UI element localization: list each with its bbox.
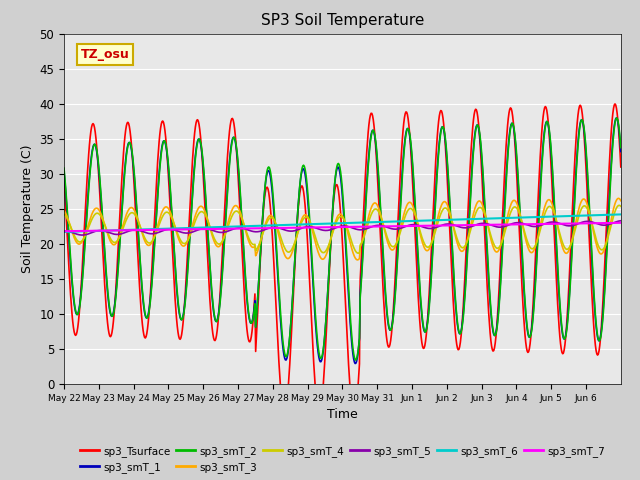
- X-axis label: Time: Time: [327, 408, 358, 421]
- sp3_smT_4: [276, 233, 284, 239]
- Legend: sp3_Tsurface, sp3_smT_1, sp3_smT_2, sp3_smT_3, sp3_smT_4, sp3_smT_5, sp3_smT_6, : sp3_Tsurface, sp3_smT_1, sp3_smT_2, sp3_…: [76, 442, 609, 477]
- sp3_smT_5: [60, 228, 68, 234]
- sp3_smT_5: [401, 224, 408, 230]
- sp3_smT_4: [354, 250, 362, 256]
- sp3_smT_6: [431, 217, 439, 223]
- sp3_smT_2: [612, 115, 620, 121]
- sp3_Tsurface: [125, 123, 133, 129]
- sp3_Tsurface: [432, 158, 440, 164]
- sp3_smT_3: [228, 208, 236, 214]
- Line: sp3_smT_5: sp3_smT_5: [64, 221, 621, 235]
- sp3_smT_6: [125, 227, 133, 233]
- sp3_smT_1: [617, 149, 625, 155]
- sp3_smT_5: [228, 227, 236, 232]
- sp3_smT_6: [228, 224, 236, 229]
- sp3_smT_3: [255, 243, 263, 249]
- sp3_smT_6: [255, 223, 263, 228]
- Line: sp3_smT_2: sp3_smT_2: [64, 118, 621, 360]
- sp3_smT_4: [401, 216, 408, 221]
- Line: sp3_smT_1: sp3_smT_1: [64, 118, 621, 363]
- sp3_smT_1: [432, 191, 440, 196]
- sp3_smT_4: [60, 211, 68, 217]
- sp3_smT_1: [228, 140, 236, 145]
- sp3_smT_7: [617, 220, 625, 226]
- sp3_smT_5: [617, 218, 625, 224]
- sp3_smT_1: [125, 140, 133, 145]
- Y-axis label: Soil Temperature (C): Soil Temperature (C): [21, 144, 34, 273]
- sp3_Tsurface: [276, 381, 284, 387]
- sp3_smT_6: [400, 218, 408, 224]
- Line: sp3_Tsurface: sp3_Tsurface: [64, 104, 621, 416]
- sp3_smT_7: [60, 228, 68, 234]
- sp3_smT_5: [432, 225, 440, 230]
- sp3_smT_5: [126, 228, 134, 234]
- sp3_smT_2: [617, 145, 625, 151]
- sp3_smT_3: [125, 206, 133, 212]
- sp3_smT_2: [432, 195, 440, 201]
- sp3_smT_3: [276, 239, 284, 244]
- sp3_smT_1: [612, 115, 620, 121]
- sp3_smT_7: [255, 226, 263, 231]
- sp3_smT_7: [228, 226, 236, 231]
- sp3_smT_4: [228, 214, 236, 219]
- sp3_smT_1: [255, 269, 263, 275]
- sp3_smT_4: [255, 241, 263, 247]
- sp3_smT_2: [60, 165, 68, 171]
- sp3_smT_2: [276, 307, 284, 313]
- sp3_smT_5: [78, 232, 86, 238]
- sp3_Tsurface: [60, 175, 68, 180]
- sp3_Tsurface: [401, 115, 408, 120]
- sp3_smT_7: [125, 228, 133, 233]
- sp3_smT_7: [431, 223, 439, 228]
- sp3_smT_3: [401, 209, 408, 215]
- sp3_smT_2: [352, 357, 360, 363]
- sp3_Tsurface: [350, 413, 358, 419]
- sp3_Tsurface: [617, 164, 625, 170]
- sp3_smT_2: [255, 270, 263, 276]
- sp3_smT_7: [276, 225, 284, 231]
- Title: SP3 Soil Temperature: SP3 Soil Temperature: [260, 13, 424, 28]
- Line: sp3_smT_4: sp3_smT_4: [64, 205, 621, 253]
- sp3_smT_1: [60, 168, 68, 174]
- Line: sp3_smT_6: sp3_smT_6: [64, 215, 621, 232]
- sp3_smT_1: [401, 141, 408, 147]
- sp3_smT_3: [615, 195, 623, 201]
- sp3_smT_4: [125, 212, 133, 217]
- Line: sp3_smT_7: sp3_smT_7: [64, 223, 621, 231]
- sp3_smT_4: [432, 228, 440, 233]
- sp3_smT_3: [432, 224, 440, 229]
- sp3_Tsurface: [228, 116, 236, 122]
- sp3_smT_3: [353, 257, 361, 263]
- sp3_smT_3: [617, 198, 625, 204]
- sp3_smT_2: [125, 140, 133, 145]
- sp3_smT_2: [228, 142, 236, 147]
- sp3_smT_1: [276, 314, 284, 320]
- Text: TZ_osu: TZ_osu: [81, 48, 129, 61]
- sp3_smT_6: [276, 222, 284, 228]
- Line: sp3_smT_3: sp3_smT_3: [64, 198, 621, 260]
- sp3_smT_2: [401, 144, 408, 150]
- sp3_smT_6: [60, 229, 68, 235]
- sp3_smT_1: [351, 360, 359, 366]
- sp3_smT_4: [617, 204, 625, 209]
- sp3_smT_7: [400, 223, 408, 229]
- sp3_Tsurface: [255, 277, 263, 283]
- sp3_smT_5: [256, 228, 264, 234]
- sp3_smT_5: [277, 226, 285, 231]
- sp3_Tsurface: [611, 101, 619, 107]
- sp3_smT_4: [616, 203, 623, 208]
- sp3_smT_6: [617, 212, 625, 217]
- sp3_smT_3: [60, 207, 68, 213]
